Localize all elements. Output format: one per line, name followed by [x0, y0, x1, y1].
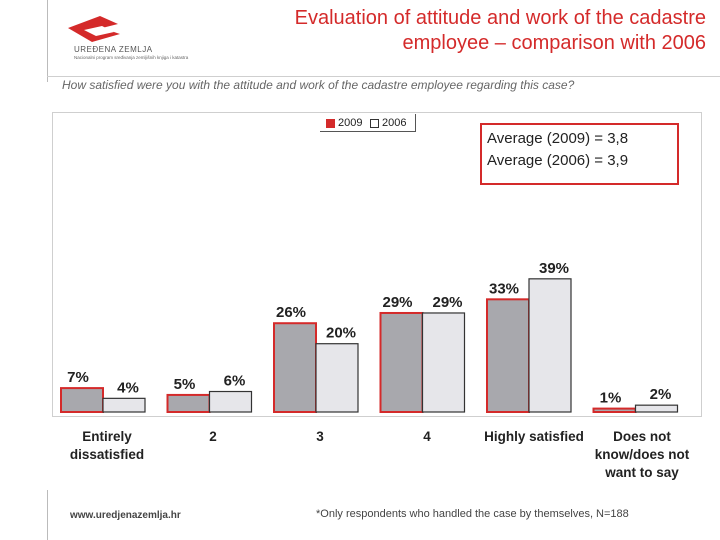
bar-2006-3 [315, 343, 359, 413]
bar-2009-3 [273, 322, 317, 413]
bar-2006-2 [208, 390, 253, 413]
average-2006: Average (2006) = 3,9 [487, 152, 629, 169]
category-label-4: 4 [423, 429, 431, 444]
bar-2009-highly-satisfied [486, 298, 530, 414]
bar-2006-highly-satisfied [528, 278, 572, 413]
data-label-2006-entirely-dissatisfied: 4% [117, 379, 139, 396]
bar-2009-2 [166, 393, 211, 413]
category-label-entirely-dissatisfied: Entirely dissatisfied [69, 429, 145, 462]
legend-item-2006: 2006 [370, 117, 406, 129]
legend-label-2006: 2006 [382, 117, 407, 129]
legend-label-2009: 2009 [338, 117, 363, 129]
data-label-2009-3: 26% [276, 304, 306, 321]
legend-item-2009: 2009 [326, 117, 362, 129]
logo: UREĐENA ZEMLJA Nacionalni program sređiv… [62, 12, 222, 64]
logo-mark-icon [68, 16, 120, 42]
data-label-2006-4: 29% [432, 294, 462, 311]
legend-swatch-2006 [370, 118, 379, 128]
chart-legend: 2009 2006 [320, 114, 416, 132]
data-label-2009-does-not-know-does-not-want-to-say: 1% [600, 390, 622, 407]
logo-tagline: Nacionalni program sređivanja zemljišnih… [74, 55, 189, 60]
logo-name: UREĐENA ZEMLJA [74, 45, 153, 54]
data-label-2009-2: 5% [174, 376, 196, 393]
category-label-2: 2 [209, 429, 217, 444]
bar-2009-does-not-know-does-not-want-to-say [592, 407, 637, 413]
header-divider-horizontal [47, 76, 720, 77]
category-label-does-not-know: Does not know/does not want to say [594, 429, 690, 480]
category-label-3: 3 [316, 429, 324, 444]
chart-frame [52, 112, 702, 417]
page-title: Evaluation of attitude and work of the c… [186, 6, 706, 56]
survey-question: How satisfied were you with the attitude… [62, 78, 575, 92]
data-label-2009-4: 29% [382, 294, 412, 311]
data-label-2009-highly-satisfied: 33% [489, 280, 519, 297]
data-label-2006-3: 20% [326, 325, 356, 342]
page-title-line1: Evaluation of attitude and work of the c… [294, 7, 706, 29]
header-divider-vertical [47, 0, 48, 82]
data-label-2006-does-not-know-does-not-want-to-say: 2% [650, 386, 672, 403]
averages-box: Average (2009) = 3,8 Average (2006) = 3,… [480, 123, 679, 185]
average-2009: Average (2009) = 3,8 [487, 130, 629, 147]
bar-2006-does-not-know-does-not-want-to-say [634, 404, 679, 413]
page-title-line2: employee – comparison with 2006 [402, 32, 706, 54]
legend-swatch-2009 [326, 118, 335, 128]
data-label-2006-highly-satisfied: 39% [539, 260, 569, 277]
data-label-2009-entirely-dissatisfied: 7% [67, 369, 89, 386]
bar-2006-entirely-dissatisfied [102, 397, 146, 413]
bar-2009-entirely-dissatisfied [60, 387, 104, 414]
category-label-highly-satisfied: Highly satisfied [484, 429, 584, 444]
data-label-2006-2: 6% [224, 373, 246, 390]
footer-note: *Only respondents who handled the case b… [316, 508, 629, 520]
bar-2006-4 [421, 312, 466, 413]
footer-divider-vertical [47, 490, 48, 540]
bar-2009-4 [379, 311, 424, 414]
footer-url[interactable]: www.uredjenazemlja.hr [70, 510, 181, 521]
